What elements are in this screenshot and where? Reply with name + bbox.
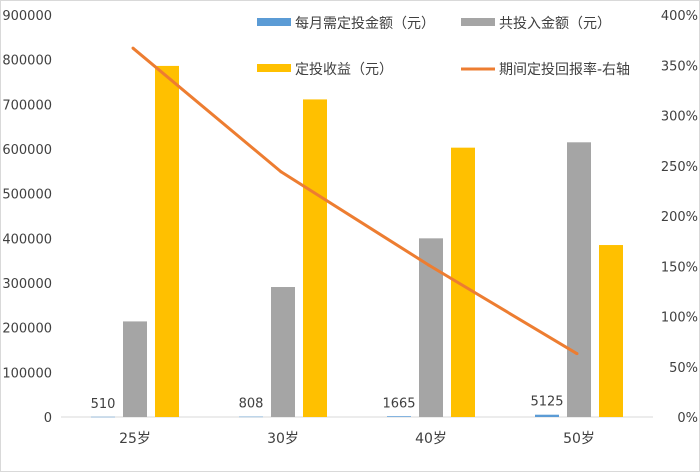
bar (535, 414, 559, 417)
x-tick-label: 50岁 (563, 431, 595, 447)
y-right-tick-label: 0% (677, 411, 698, 426)
bar (271, 287, 295, 417)
y-left-tick-label: 100000 (2, 366, 52, 381)
y-right-tick-label: 300% (661, 110, 698, 125)
y-right-tick-label: 350% (661, 59, 698, 74)
line-point (131, 46, 135, 50)
line-point (427, 263, 431, 267)
legend-label: 期间定投回报率-右轴 (499, 61, 630, 78)
y-right-tick-label: 100% (661, 311, 698, 326)
return-rate-line (132, 47, 578, 355)
y-left-tick-label: 300000 (2, 277, 52, 292)
bar (239, 416, 263, 418)
legend-swatch (461, 18, 495, 26)
legend-label: 共投入金额（元） (499, 16, 611, 32)
bar-data-label: 808 (239, 397, 264, 412)
legend-label: 每月需定投金额（元） (295, 16, 435, 32)
y-right-tick-label: 400% (661, 9, 698, 24)
bar (387, 416, 411, 417)
legend-label: 定投收益（元） (295, 62, 393, 78)
y-right-tick-label: 200% (661, 210, 698, 225)
axes-layer: 0 100000 200000 300000 400000 500000 600000 700… (2, 9, 698, 447)
y-left-tick-label: 700000 (2, 98, 52, 113)
bars-layer (91, 65, 623, 418)
y-right-tick-label: 150% (661, 260, 698, 275)
x-tick-label: 25岁 (119, 431, 151, 447)
y-right-tick-label: 50% (669, 361, 698, 376)
legend-swatch (257, 18, 291, 26)
bar (599, 245, 623, 417)
data-labels-layer: 510 808 1665 5125 (91, 395, 564, 412)
bar (451, 147, 475, 417)
line-point (279, 170, 283, 174)
bar-data-label: 1665 (382, 396, 415, 411)
line-point (575, 352, 579, 356)
bar (123, 321, 147, 417)
legend-swatch (257, 64, 291, 72)
bar (303, 99, 327, 418)
x-tick-label: 40岁 (415, 431, 447, 447)
bar-data-label: 5125 (530, 395, 563, 410)
y-left-tick-label: 900000 (2, 9, 52, 24)
legend: 每月需定投金额（元） 共投入金额（元） 定投收益（元） 期间定投回报率-右轴 (257, 16, 630, 78)
bar (567, 142, 591, 418)
line-layer (131, 46, 579, 356)
y-left-tick-label: 0 (44, 411, 52, 426)
bar (91, 416, 115, 418)
y-right-tick-label: 250% (661, 160, 698, 175)
bar (155, 65, 179, 418)
y-left-tick-label: 800000 (2, 54, 52, 69)
bar-data-label: 510 (91, 397, 116, 412)
y-left-tick-label: 600000 (2, 143, 52, 158)
y-left-tick-label: 400000 (2, 232, 52, 247)
y-left-tick-label: 200000 (2, 322, 52, 337)
x-tick-label: 30岁 (267, 431, 299, 447)
y-left-tick-label: 500000 (2, 188, 52, 203)
